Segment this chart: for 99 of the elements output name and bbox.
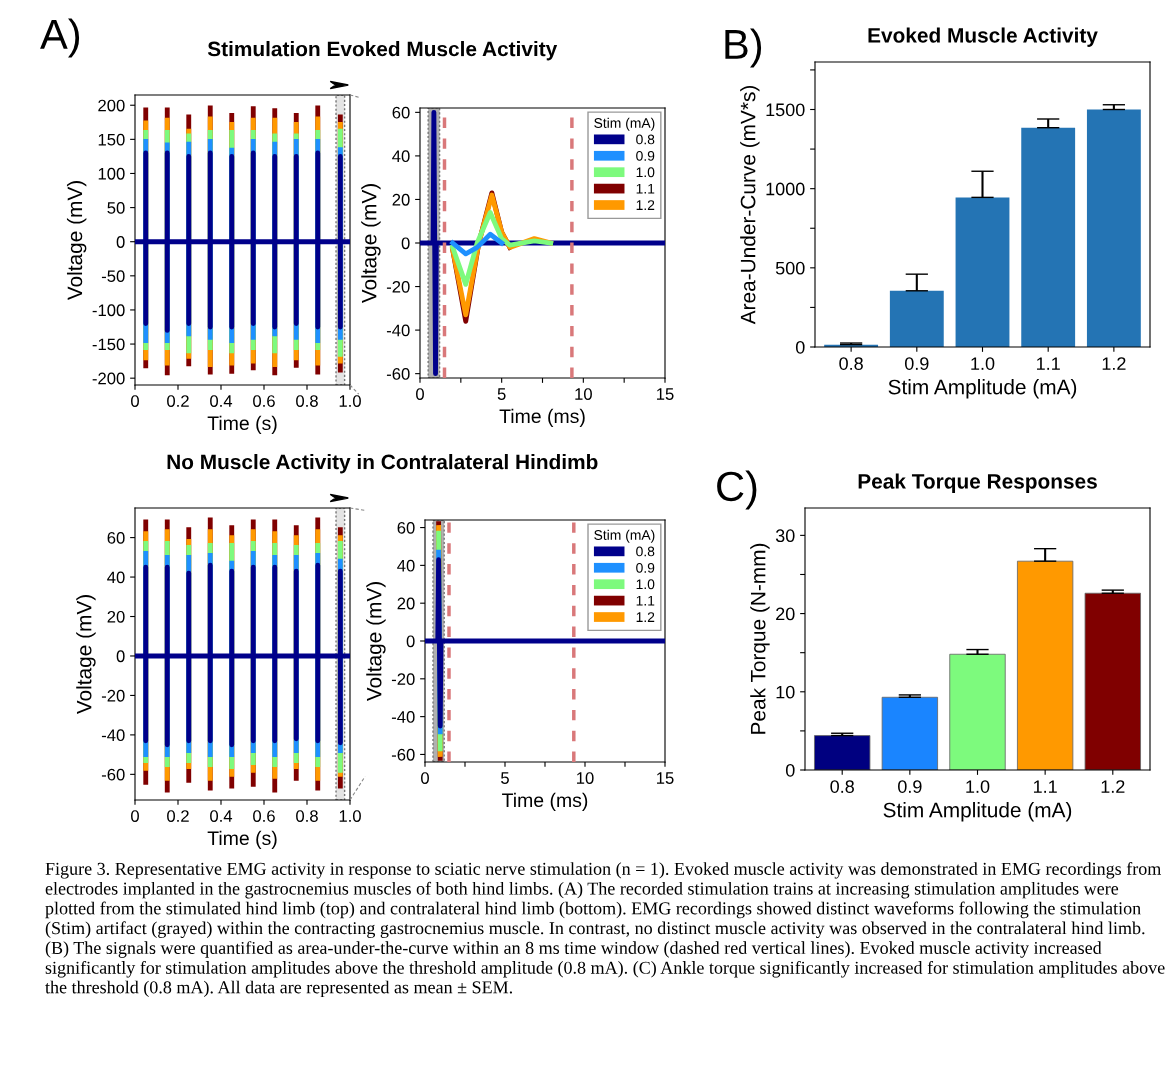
x-tick-label: 10 <box>577 772 594 784</box>
y-tick-label: -100 <box>92 304 125 317</box>
y-axis-title: Voltage (mV) <box>361 184 381 304</box>
y-tick-label: 40 <box>107 571 125 584</box>
legend-label: 1.0 <box>636 579 655 590</box>
x-axis-title: Time (s) <box>207 415 277 434</box>
legend-title: Stim (mA) <box>594 117 655 131</box>
y-tick-label: -40 <box>101 729 125 742</box>
y-tick-label: 20 <box>397 597 415 610</box>
x-tick-label: 0.4 <box>210 395 233 407</box>
x-tick-label: 1.0 <box>339 395 361 407</box>
legend-label: 1.2 <box>636 612 655 622</box>
x-tick-label: 0 <box>131 810 139 822</box>
y-tick-label: 0 <box>116 236 125 248</box>
x-tick-label: 1.1 <box>1033 780 1057 793</box>
chart-title: Evoked Muscle Activity <box>868 27 1098 47</box>
chart-title: Peak Torque Responses <box>858 473 1097 493</box>
x-tick-label: 1.0 <box>339 810 361 822</box>
chart-title: Stimulation Evoked Muscle Activity <box>207 41 558 61</box>
y-tick-label: -20 <box>391 673 415 686</box>
x-tick-label: 15 <box>657 772 674 784</box>
y-tick-label: 0 <box>406 635 415 648</box>
x-tick-label: 0 <box>416 388 424 400</box>
y-tick-label: 60 <box>392 106 410 119</box>
x-axis-title: Time (ms) <box>502 792 588 811</box>
y-tick-label: 20 <box>107 610 125 623</box>
x-tick-label: 0.8 <box>839 357 863 370</box>
y-tick-label: 30 <box>775 529 795 543</box>
x-tick-label: 1.2 <box>1102 357 1126 370</box>
y-tick-label: -60 <box>391 748 415 761</box>
x-tick-label: 0.8 <box>296 810 318 822</box>
legend-label: 0.9 <box>636 150 655 161</box>
y-tick-label: 20 <box>392 193 410 206</box>
y-tick-label: 500 <box>775 261 805 275</box>
y-tick-label: 40 <box>397 559 415 572</box>
x-tick-label: 0.9 <box>904 357 929 370</box>
y-tick-label: 0 <box>795 340 805 354</box>
y-tick-label: -60 <box>101 768 125 781</box>
x-tick-label: 1.0 <box>966 780 990 793</box>
x-tick-label: 0.2 <box>167 395 189 407</box>
x-tick-label: 0.8 <box>296 395 318 407</box>
x-tick-label: 10 <box>575 388 592 400</box>
x-axis-title: Time (ms) <box>499 408 585 427</box>
y-tick-label: -40 <box>391 711 415 723</box>
x-tick-label: 0.6 <box>253 395 275 407</box>
legend-label: 0.8 <box>636 134 655 145</box>
legend-label: 1.1 <box>636 595 655 606</box>
y-tick-label: 200 <box>98 99 125 112</box>
x-axis-title: Stim Amplitude (mA) <box>888 379 1077 399</box>
text: A) <box>40 18 80 58</box>
y-tick-label: 40 <box>392 150 410 163</box>
x-axis-title: Time (s) <box>207 830 277 849</box>
y-tick-label: -200 <box>92 372 125 385</box>
y-tick-label: 1000 <box>766 182 805 196</box>
y-tick-label: 50 <box>107 201 125 214</box>
y-axis-title: Voltage (mV) <box>76 595 96 715</box>
x-axis-title: Stim Amplitude (mA) <box>883 802 1072 822</box>
y-axis-title: Voltage (mV) <box>366 582 386 702</box>
x-tick-label: 0.6 <box>253 810 275 822</box>
x-tick-label: 0.2 <box>167 810 189 822</box>
x-tick-label: 0 <box>421 772 429 784</box>
y-tick-label: 150 <box>98 133 125 146</box>
y-tick-label: 60 <box>397 521 415 534</box>
legend-label: 1.2 <box>636 200 655 210</box>
text: C) <box>717 470 757 510</box>
x-tick-label: 5 <box>497 388 506 400</box>
x-tick-label: 0.4 <box>210 810 233 822</box>
legend-label: 1.1 <box>636 183 655 194</box>
y-tick-label: 10 <box>776 685 795 699</box>
x-tick-label: 1.2 <box>1101 780 1125 793</box>
y-tick-label: -20 <box>101 689 125 702</box>
x-tick-label: 0.8 <box>830 780 854 793</box>
y-axis-title: Voltage (mV) <box>66 181 87 301</box>
x-tick-label: 5 <box>501 772 509 784</box>
legend-label: 0.9 <box>636 562 655 573</box>
legend-label: 0.8 <box>636 546 655 557</box>
text: B) <box>725 28 762 68</box>
y-tick-label: -60 <box>386 368 410 380</box>
caption: Figure 3. Representative EMG activity in response to sciatic nerve stimulation (n = 1). Evoked muscle activity was demonstrated in EMG recordings from electrodes implanted in the gastrocnemius muscles of both hind limbs. (A) The recorded stimulation trains at increasing stimulation amplitudes were plotted from the stimulated hind limb (top) and contralateral hind limb (bottom). EMG recordings showed distinct waveforms following the stimulation (Stim) artifact (grayed) within the contracting gastrocnemius muscle. In contrast, no distinct muscle activity was observed in the contralateral hind limb. (B) The signals were quantified as area-under-the-curve within an 8 ms time window (dashed red vertical lines). Evoked muscle activity increased significantly for stimulation amplitudes above the threshold amplitude (0.8 mA). (C) Ankle torque significantly increased for stimulation amplitudes above the threshold (0.8 mA). All data are represented as mean ± SEM. <box>45 862 1165 998</box>
y-tick-label: 60 <box>107 532 125 544</box>
y-tick-label: -50 <box>101 270 125 283</box>
y-axis-title: Peak Torque (N-mm) <box>750 543 770 734</box>
y-tick-label: 1500 <box>766 103 805 117</box>
y-tick-label: -150 <box>92 338 125 351</box>
y-axis-title: Area-Under-Curve (mV*s) <box>740 85 760 325</box>
y-tick-label: 0 <box>401 237 410 250</box>
x-tick-label: 0 <box>131 395 139 407</box>
legend-label: 1.0 <box>636 167 655 178</box>
y-tick-label: -20 <box>386 280 410 293</box>
chart-title: No Muscle Activity in Contralateral Hindimb <box>167 454 598 474</box>
x-tick-label: 15 <box>657 388 674 400</box>
y-tick-label: 20 <box>776 607 795 621</box>
legend-title: Stim (mA) <box>594 529 655 543</box>
x-tick-label: 1.0 <box>971 357 995 370</box>
y-tick-label: -40 <box>386 324 410 337</box>
x-tick-label: 0.9 <box>898 780 922 793</box>
y-tick-label: 0 <box>116 650 125 663</box>
y-tick-label: 100 <box>98 167 125 180</box>
x-tick-label: 1.1 <box>1037 357 1060 370</box>
